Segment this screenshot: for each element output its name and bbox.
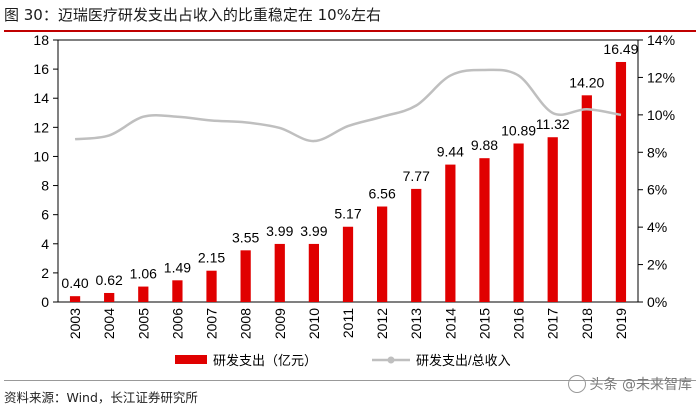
bar-value-label: 9.88 [471, 137, 498, 153]
bar [479, 158, 490, 302]
bar-value-label: 1.06 [130, 266, 157, 282]
x-tick-label: 2012 [374, 308, 390, 339]
ratio-line [74, 68, 622, 143]
legend-line-marker [387, 356, 395, 364]
legend: 研发支出（亿元） 研发支出/总收入 [175, 353, 511, 368]
bar [547, 137, 558, 302]
bar-value-label: 9.44 [437, 144, 464, 160]
bar [342, 226, 354, 302]
bar [308, 243, 319, 302]
bar-value-label: 7.77 [403, 168, 430, 184]
bar [172, 280, 183, 302]
bar-value-label: 3.55 [232, 229, 259, 245]
right-y-axis: 0% 2% 4% 6% 8% 10% 12% 14% [638, 32, 675, 310]
right-tick-label: 14% [647, 32, 675, 48]
x-tick-label: 2003 [67, 308, 83, 339]
left-tick-label: 2 [41, 265, 49, 281]
legend-bar-swatch [175, 355, 207, 364]
x-tick-label: 2014 [442, 308, 458, 339]
bar-value-label: 11.32 [536, 116, 570, 132]
x-tick-label: 2009 [272, 308, 288, 339]
x-tick-label: 2004 [101, 308, 117, 339]
bar [411, 188, 422, 302]
x-axis: 2003 2004 2005 2006 2007 2008 2009 2010 2011 2012… [67, 308, 629, 339]
bar [615, 61, 627, 303]
bar [206, 270, 217, 302]
right-tick-label: 8% [647, 144, 667, 160]
bar [240, 250, 251, 302]
bar-value-label: 6.56 [368, 186, 395, 202]
bar-value-label: 3.99 [300, 223, 327, 239]
x-tick-label: 2007 [204, 308, 220, 339]
left-tick-label: 8 [41, 178, 49, 194]
bar-value-label: 5.17 [334, 206, 361, 222]
x-tick-label: 2008 [238, 308, 254, 339]
bar [445, 164, 456, 302]
bar-value-label: 14.20 [569, 74, 604, 90]
bar [581, 95, 592, 302]
x-tick-label: 2011 [340, 308, 356, 338]
right-tick-label: 2% [647, 257, 667, 273]
x-tick-label: 2010 [306, 308, 322, 339]
right-tick-label: 4% [647, 219, 667, 235]
watermark: 头条 @未来智库 [567, 374, 692, 394]
line-series [74, 68, 622, 143]
x-tick-label: 2006 [169, 308, 185, 339]
left-tick-label: 16 [33, 61, 49, 77]
figure-title: 图 30：迈瑞医疗研发支出占收入的比重稳定在 10%左右 [4, 2, 696, 32]
left-tick-label: 10 [33, 148, 49, 164]
x-tick-label: 2016 [511, 308, 527, 339]
bar [377, 206, 388, 302]
bar-series [69, 61, 627, 303]
legend-line-label: 研发支出/总收入 [416, 353, 511, 368]
right-tick-label: 6% [647, 182, 667, 198]
right-tick-label: 0% [647, 294, 667, 310]
left-tick-label: 4 [41, 236, 49, 252]
bar [274, 243, 285, 302]
legend-bar-label: 研发支出（亿元） [213, 353, 317, 368]
right-tick-label: 10% [647, 107, 675, 123]
watermark-logo-icon [567, 375, 586, 393]
source-note: 资料来源：Wind，长江证券研究所 [4, 380, 696, 406]
left-tick-label: 0 [41, 294, 49, 310]
bar-value-label: 0.62 [96, 272, 123, 288]
bar [513, 143, 524, 302]
bar-value-label: 1.49 [164, 259, 191, 275]
x-tick-label: 2015 [476, 308, 492, 339]
left-tick-label: 18 [33, 32, 49, 48]
bar-value-label: 0.40 [61, 275, 88, 291]
left-y-axis: 0 2 4 6 8 10 12 14 16 18 [33, 32, 58, 310]
bar-value-label: 2.15 [198, 250, 225, 266]
x-tick-label: 2005 [135, 308, 151, 339]
combo-chart: 0 2 4 6 8 10 12 14 16 18 0% 2% 4% 6% 8% 10% 12% 14% 0.40… [33, 32, 675, 368]
watermark-text: 头条 @未来智库 [589, 377, 692, 393]
bar-value-label: 10.89 [501, 122, 536, 138]
bar [104, 292, 115, 302]
bar-value-label: 3.99 [266, 223, 293, 239]
bar [69, 296, 81, 302]
x-tick-label: 2019 [613, 308, 629, 339]
bar-value-labels: 0.40 0.62 1.06 1.49 2.15 3.55 3.99 3.99 5.17 6.56… [61, 41, 638, 291]
x-tick-label: 2017 [545, 308, 561, 339]
bar-value-label: 16.49 [603, 41, 638, 57]
left-tick-label: 12 [33, 119, 49, 135]
x-tick-label: 2013 [408, 308, 424, 339]
right-tick-label: 12% [647, 69, 675, 85]
bar [138, 286, 149, 302]
left-tick-label: 6 [41, 207, 49, 223]
left-tick-label: 14 [33, 90, 49, 106]
x-tick-label: 2018 [579, 308, 595, 339]
